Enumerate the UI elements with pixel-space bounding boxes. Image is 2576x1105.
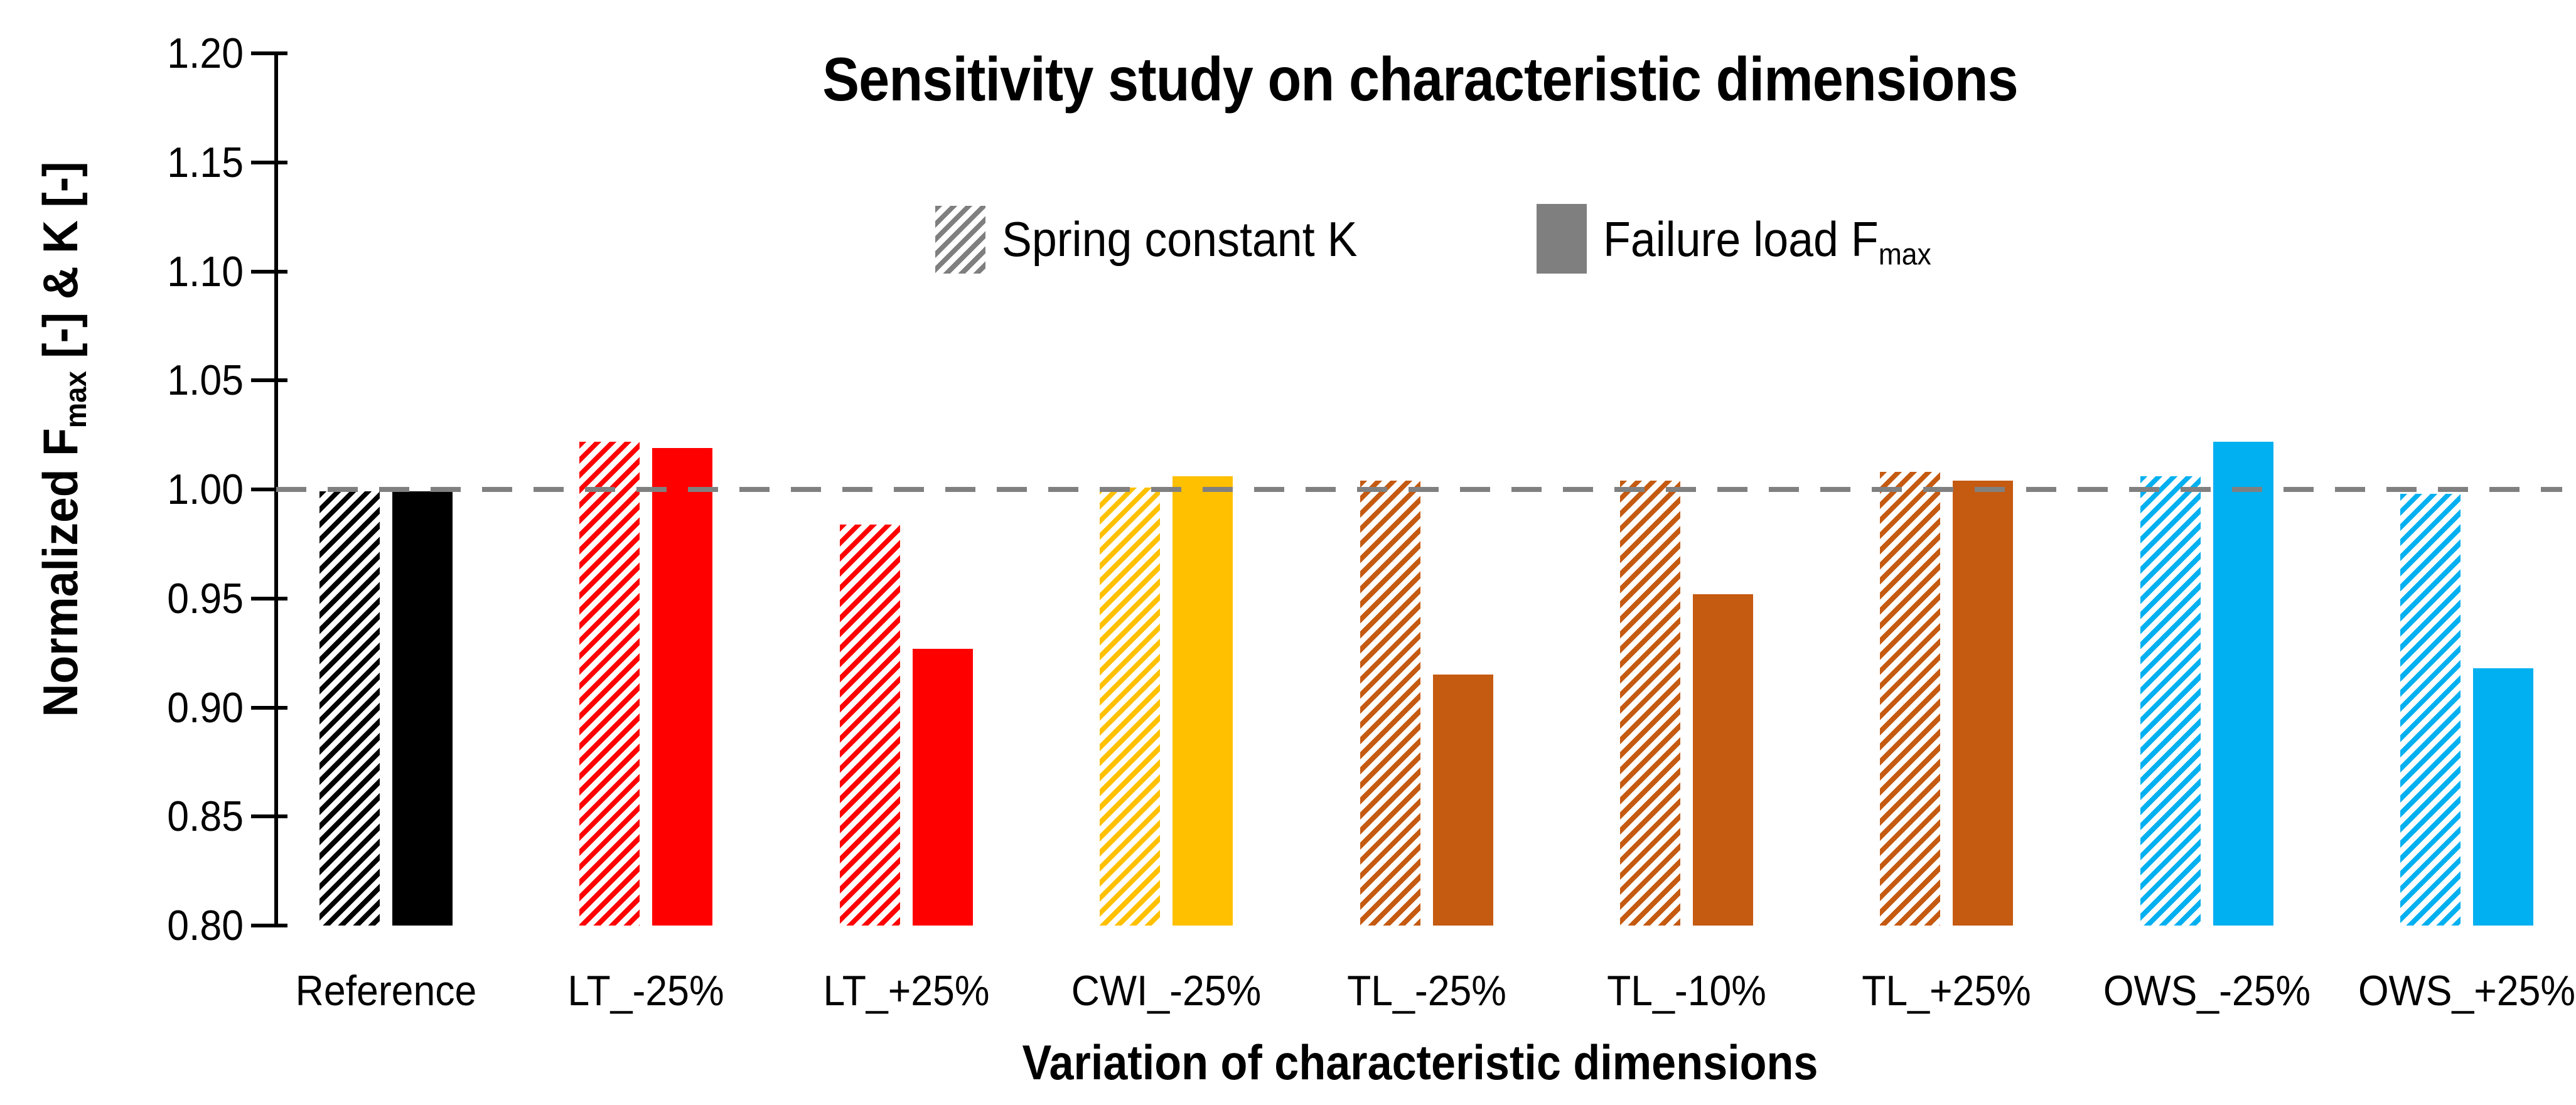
- bar-TL_-25%-spring-constant-hatched: [1360, 481, 1420, 926]
- y-tick-mark: [251, 814, 287, 819]
- y-tick-mark: [251, 269, 287, 274]
- y-tick-label: 0.95: [167, 574, 244, 622]
- bar-LT_-25%-failure-load-solid: [652, 447, 713, 926]
- y-tick-mark: [251, 596, 287, 601]
- y-tick-label: 0.80: [167, 902, 244, 949]
- bar-Reference-failure-load-solid: [392, 491, 453, 926]
- x-tick-label: TL_-25%: [1346, 967, 1506, 1015]
- legend-solid-swatch: [1537, 204, 1587, 274]
- legend-label-failure-load: Failure load Fmax: [1603, 205, 1931, 289]
- y-tick-mark: [251, 705, 287, 710]
- y-tick-label: 0.90: [167, 683, 244, 732]
- y-tick-label: 0.85: [167, 793, 244, 841]
- legend-failure-load-text: Failure load F: [1603, 211, 1879, 267]
- x-tick-label: TL_+25%: [1862, 967, 2032, 1015]
- bar-OWS_-25%-spring-constant-hatched: [2140, 476, 2201, 926]
- y-tick-mark: [251, 488, 287, 491]
- bar-TL_-25%-failure-load-solid: [1432, 675, 1493, 926]
- bar-TL_-10%-spring-constant-hatched: [1619, 481, 1680, 926]
- y-axis-title-subscript: max: [58, 371, 93, 429]
- reference-line-1.00: [276, 487, 2562, 492]
- bar-Reference-spring-constant-hatched: [319, 491, 380, 926]
- legend-failure-load-subscript: max: [1878, 237, 1931, 272]
- bar-TL_+25%-spring-constant-hatched: [1880, 472, 1941, 926]
- y-tick-mark: [251, 160, 287, 164]
- bar-LT_+25%-failure-load-solid: [912, 648, 973, 926]
- x-tick-label: Reference: [295, 967, 477, 1015]
- legend-hatched-swatch: [935, 206, 985, 274]
- bar-OWS_+25%-spring-constant-hatched: [2400, 493, 2461, 926]
- bar-LT_-25%-spring-constant-hatched: [579, 441, 640, 926]
- bar-OWS_+25%-failure-load-solid: [2473, 668, 2533, 926]
- y-axis-title-suffix: [-] & K [-]: [33, 161, 89, 371]
- y-tick-label: 1.05: [167, 356, 244, 405]
- bar-TL_+25%-failure-load-solid: [1953, 481, 2014, 926]
- y-tick-mark: [251, 51, 287, 55]
- x-tick-label: OWS_+25%: [2358, 967, 2575, 1015]
- legend-label-spring-constant: Spring constant K: [1002, 211, 1358, 267]
- chart-title: Sensitivity study on characteristic dime…: [822, 45, 2018, 114]
- bar-CWI_-25%-failure-load-solid: [1173, 476, 1233, 926]
- y-tick-mark: [251, 924, 287, 927]
- y-tick-label: 1.20: [167, 29, 244, 77]
- x-tick-label: CWI_-25%: [1071, 967, 1262, 1015]
- x-tick-label: LT_+25%: [823, 967, 990, 1015]
- x-axis-title: Variation of characteristic dimensions: [1022, 1035, 1818, 1090]
- x-tick-label: OWS_-25%: [2103, 967, 2310, 1015]
- bar-OWS_-25%-failure-load-solid: [2213, 441, 2273, 926]
- x-tick-label: LT_-25%: [567, 967, 724, 1015]
- y-tick-mark: [251, 378, 287, 383]
- y-tick-label: 1.15: [167, 138, 244, 186]
- y-tick-label: 1.00: [167, 466, 244, 513]
- bar-TL_-10%-failure-load-solid: [1692, 594, 1753, 926]
- bar-CWI_-25%-spring-constant-hatched: [1100, 487, 1161, 926]
- x-tick-label: TL_-10%: [1606, 967, 1766, 1015]
- y-axis-title-prefix: Normalized F: [33, 428, 89, 717]
- y-tick-label: 1.10: [167, 247, 244, 296]
- bar-LT_+25%-spring-constant-hatched: [839, 524, 900, 926]
- y-axis-title: Normalized Fmax [-] & K [-]: [32, 161, 94, 717]
